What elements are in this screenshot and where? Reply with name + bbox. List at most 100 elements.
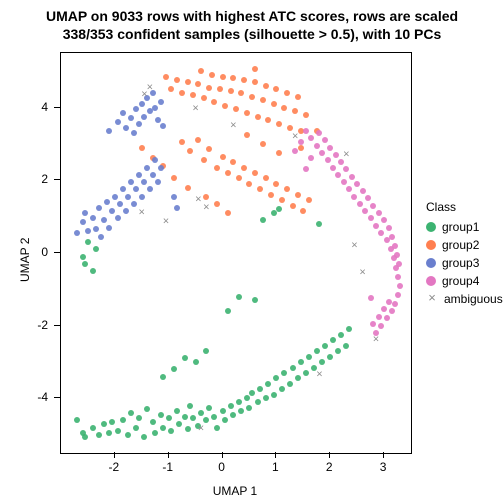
legend-swatch xyxy=(426,258,436,268)
scatter-point xyxy=(120,417,126,423)
legend: Class group1group2group3group4×ambiguous xyxy=(426,200,503,308)
scatter-point xyxy=(303,128,309,134)
scatter-point xyxy=(187,148,193,154)
scatter-point xyxy=(174,77,180,83)
scatter-point xyxy=(109,208,115,214)
scatter-point xyxy=(193,359,199,365)
scatter-point xyxy=(168,428,174,434)
scatter-point xyxy=(133,106,139,112)
scatter-point xyxy=(260,217,266,223)
scatter-point xyxy=(260,97,266,103)
scatter-point xyxy=(195,81,201,87)
legend-swatch: × xyxy=(426,293,438,305)
scatter-point xyxy=(160,425,166,431)
scatter-point xyxy=(303,112,309,118)
scatter-point xyxy=(152,430,158,436)
scatter-point xyxy=(158,165,164,171)
scatter-point xyxy=(90,268,96,274)
scatter-point xyxy=(236,294,242,300)
scatter-point xyxy=(128,410,134,416)
scatter-point xyxy=(314,143,320,149)
scatter-point xyxy=(338,332,344,338)
scatter-point xyxy=(279,386,285,392)
legend-label: group1 xyxy=(442,220,479,234)
scatter-point xyxy=(131,201,137,207)
scatter-point xyxy=(273,375,279,381)
scatter-point xyxy=(316,130,322,136)
scatter-point xyxy=(206,146,212,152)
scatter-point xyxy=(133,186,139,192)
scatter-point xyxy=(303,166,309,172)
scatter-point xyxy=(144,406,150,412)
scatter-point-x: × xyxy=(192,104,198,115)
scatter-point xyxy=(203,348,209,354)
scatter-point xyxy=(249,390,255,396)
scatter-point-x: × xyxy=(343,149,349,160)
scatter-point xyxy=(203,194,209,200)
scatter-point xyxy=(290,203,296,209)
y-tick-label: 4 xyxy=(0,100,48,114)
scatter-point xyxy=(271,392,277,398)
scatter-point xyxy=(174,205,180,211)
y-tick-mark xyxy=(54,397,60,398)
plot-area-wrapper: ××××××××××××××× -2-10123 xyxy=(60,52,410,452)
scatter-point xyxy=(131,130,137,136)
scatter-point xyxy=(306,197,312,203)
scatter-point xyxy=(271,210,277,216)
scatter-point xyxy=(365,195,371,201)
plot-area: ××××××××××××××× xyxy=(60,52,412,454)
scatter-point xyxy=(314,348,320,354)
scatter-point xyxy=(354,181,360,187)
scatter-point xyxy=(378,230,384,236)
scatter-point xyxy=(327,354,333,360)
scatter-point xyxy=(155,117,161,123)
x-tick-mark xyxy=(275,452,276,458)
scatter-point xyxy=(249,94,255,100)
scatter-point xyxy=(284,186,290,192)
legend-swatch xyxy=(426,276,436,286)
scatter-point xyxy=(155,179,161,185)
scatter-point xyxy=(325,157,331,163)
scatter-point xyxy=(362,208,368,214)
scatter-point xyxy=(120,186,126,192)
scatter-point xyxy=(260,141,266,147)
scatter-point xyxy=(185,79,191,85)
x-axis-title: UMAP 1 xyxy=(60,484,410,498)
scatter-point xyxy=(106,430,112,436)
scatter-point xyxy=(136,121,142,127)
scatter-point xyxy=(397,283,403,289)
scatter-point xyxy=(384,315,390,321)
scatter-point xyxy=(160,123,166,129)
scatter-point xyxy=(281,105,287,111)
scatter-point xyxy=(190,92,196,98)
scatter-point xyxy=(392,301,398,307)
scatter-point xyxy=(96,205,102,211)
scatter-point xyxy=(158,412,164,418)
scatter-point xyxy=(263,175,269,181)
legend-item: group3 xyxy=(426,254,503,272)
scatter-point xyxy=(104,199,110,205)
scatter-point-x: × xyxy=(316,369,322,380)
scatter-point xyxy=(257,186,263,192)
scatter-point xyxy=(268,192,274,198)
scatter-point xyxy=(182,414,188,420)
scatter-point xyxy=(152,157,158,163)
scatter-point xyxy=(373,223,379,229)
scatter-point xyxy=(395,274,401,280)
scatter-point xyxy=(168,86,174,92)
scatter-point xyxy=(370,321,376,327)
scatter-point xyxy=(284,90,290,96)
scatter-point xyxy=(220,154,226,160)
scatter-point xyxy=(281,370,287,376)
scatter-point xyxy=(125,432,131,438)
scatter-point xyxy=(394,252,400,258)
legend-title: Class xyxy=(426,200,503,214)
scatter-point xyxy=(214,201,220,207)
scatter-point xyxy=(150,172,156,178)
chart-title-line1: UMAP on 9033 rows with highest ATC score… xyxy=(0,8,504,26)
x-tick-mark xyxy=(114,452,115,458)
legend-item: group1 xyxy=(426,218,503,236)
scatter-point xyxy=(279,197,285,203)
scatter-point xyxy=(93,246,99,252)
legend-label: ambiguous xyxy=(444,292,503,306)
